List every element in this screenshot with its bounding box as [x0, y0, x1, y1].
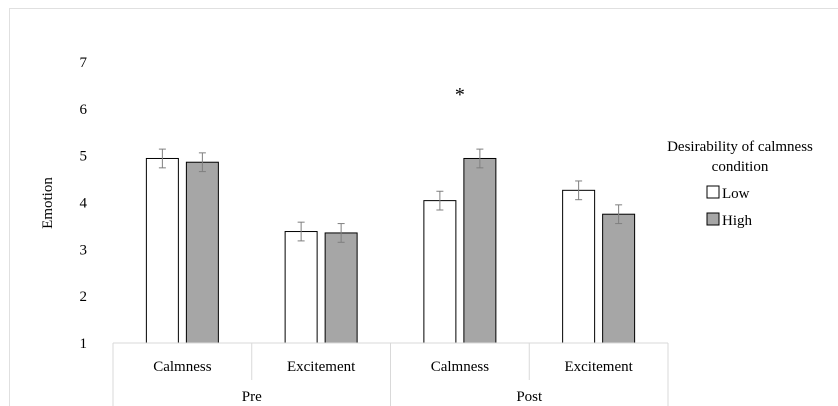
bar-high — [602, 213, 636, 344]
x-group-label: Post — [516, 389, 543, 405]
y-tick-label: 7 — [80, 55, 88, 71]
x-tick-label: Excitement — [564, 359, 633, 375]
y-axis-ticks: 1 2 3 4 5 6 7 — [80, 55, 88, 352]
legend-title: condition — [712, 159, 769, 175]
y-tick-label: 4 — [80, 196, 88, 212]
y-tick-label: 1 — [80, 336, 88, 352]
chart-frame — [9, 8, 838, 406]
significance-marker: * — [455, 84, 465, 106]
legend: Desirability of calmness condition Low High — [667, 139, 813, 229]
y-tick-label: 3 — [80, 242, 88, 258]
legend-label: High — [722, 213, 753, 229]
bar-low — [284, 231, 318, 344]
bar-low — [562, 189, 596, 344]
bar-high — [463, 157, 497, 344]
x-tick-label: Calmness — [431, 359, 489, 375]
legend-swatch — [706, 185, 720, 199]
bar-low — [145, 157, 179, 344]
bars: * — [145, 84, 636, 344]
legend-title: Desirability of calmness — [667, 139, 813, 155]
bar-low — [423, 200, 457, 344]
y-tick-label: 2 — [80, 289, 88, 305]
bar-high — [324, 232, 358, 344]
bar-high — [185, 161, 219, 344]
legend-swatch — [706, 212, 720, 226]
x-axis: Calmness Excitement Calmness Excitement Pre P… — [112, 342, 669, 406]
legend-label: Low — [722, 186, 750, 202]
x-tick-label: Excitement — [287, 359, 356, 375]
x-group-label: Pre — [242, 389, 262, 405]
y-axis-label: Emotion — [40, 177, 56, 229]
y-tick-label: 5 — [80, 149, 88, 165]
y-tick-label: 6 — [80, 102, 88, 118]
x-tick-label: Calmness — [153, 359, 211, 375]
